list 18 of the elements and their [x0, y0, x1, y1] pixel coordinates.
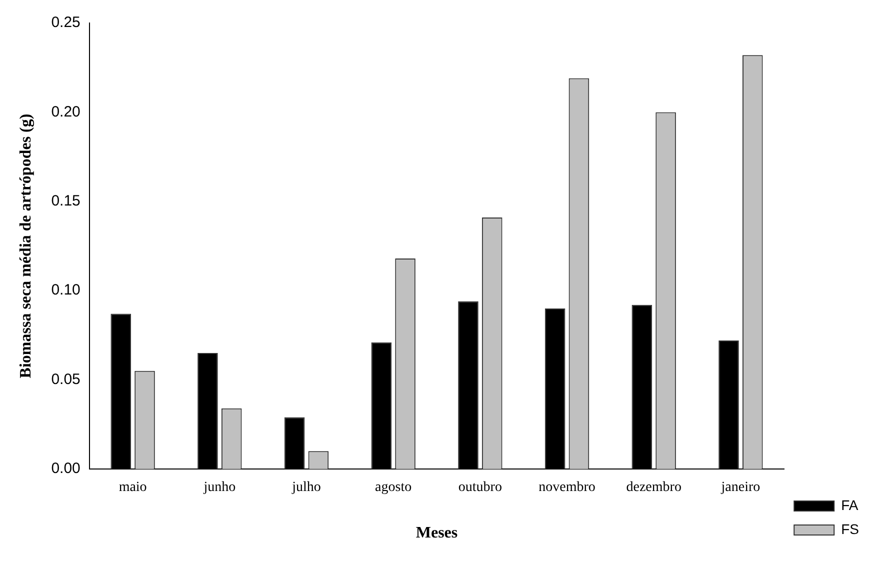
y-tick-label: 0.20 [51, 103, 80, 120]
x-tick-label: janeiro [720, 480, 760, 496]
x-tick-label: julho [291, 480, 321, 496]
y-tick-label: 0.10 [51, 282, 80, 299]
y-axis-title: Biomassa seca média de artrópodes (g) [18, 114, 35, 378]
y-tick-label: 0.15 [51, 192, 80, 210]
x-axis-title: Meses [416, 524, 458, 542]
x-tick-label: maio [118, 480, 147, 496]
legend-label: FS [841, 520, 859, 537]
x-tick-label: junho [202, 480, 236, 496]
x-tick-label: outubro [458, 480, 502, 496]
legend-label: FA [841, 496, 859, 513]
x-tick-label: novembro [538, 480, 596, 496]
x-tick-label: agosto [375, 480, 412, 496]
y-tick-label: 0.25 [51, 14, 80, 32]
x-tick-label: dezembro [626, 480, 682, 496]
y-tick-label: 0.00 [51, 460, 80, 478]
y-tick-label: 0.05 [51, 370, 80, 388]
